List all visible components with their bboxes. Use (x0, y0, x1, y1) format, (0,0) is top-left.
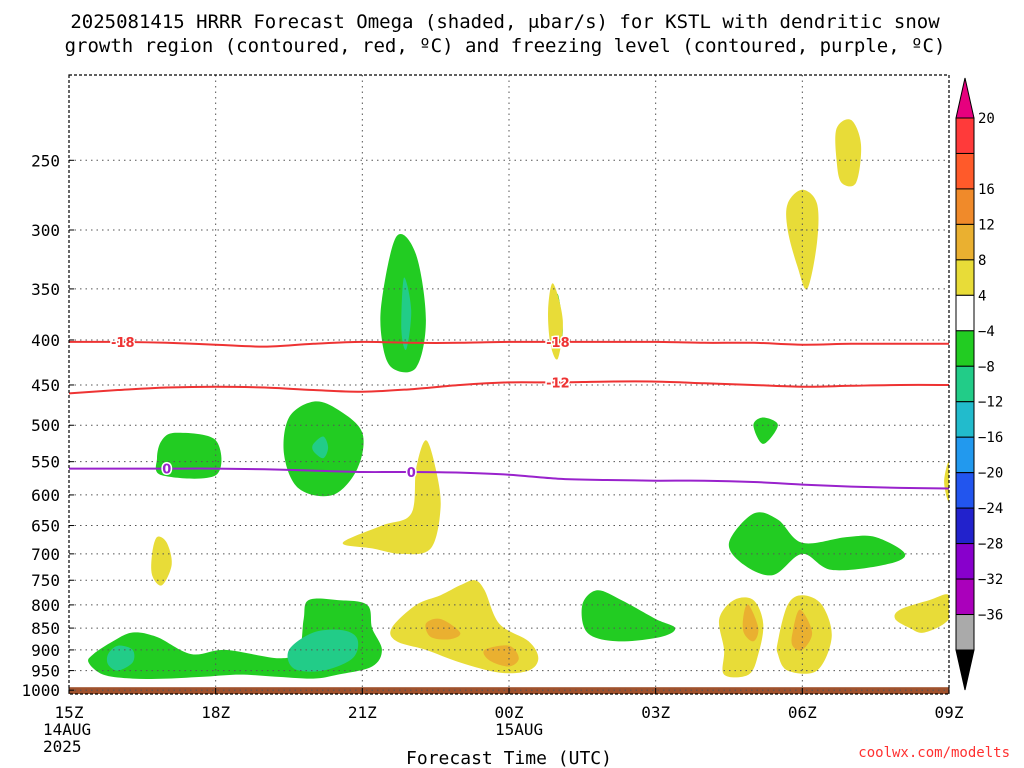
omega-region-10 (753, 417, 778, 444)
colorbar-label-13: −36 (978, 608, 1003, 624)
colorbar-segment-5 (955, 294, 975, 332)
colorbar-label-1: 16 (978, 182, 995, 198)
omega-region-9 (581, 590, 676, 642)
colorbar-label-3: 8 (978, 253, 986, 269)
y-tick-label-800: 800 (31, 596, 60, 615)
x-tick-label-0-0: 15Z (55, 703, 84, 722)
colorbar-label-9: −20 (978, 466, 1003, 482)
colorbar-segment-12 (955, 543, 975, 580)
y-tick-label-700: 700 (31, 545, 60, 564)
colorbar-label-10: −24 (978, 501, 1003, 517)
y-tick-label-1000: 1000 (21, 681, 60, 700)
omega-region-19 (742, 604, 759, 642)
isotherm-label-0-0: -18 (111, 336, 135, 351)
credit-text: coolwx.com/modelts (858, 745, 1010, 761)
colorbar-segment-4 (955, 259, 975, 296)
x-tick-label-12-0: 03Z (641, 703, 670, 722)
omega-region-24 (894, 594, 949, 633)
omega-region-1 (106, 645, 135, 671)
omega-region-11 (728, 512, 906, 576)
colorbar-segment-1 (955, 152, 975, 190)
isotherm-2 (69, 467, 949, 490)
colorbar-segment-0 (955, 117, 975, 154)
title-line-1: 2025081415 HRRR Forecast Omega (shaded, … (70, 11, 940, 33)
y-tick-label-600: 600 (31, 486, 60, 505)
y-tick-label-350: 350 (31, 280, 60, 299)
colorbar-segment-2 (955, 188, 975, 225)
colorbar-segment-3 (955, 223, 975, 261)
y-tick-label-550: 550 (31, 453, 60, 472)
isotherm-label-2-0: 0 (162, 463, 171, 478)
omega-region-23 (835, 119, 862, 187)
y-tick-label-450: 450 (31, 376, 60, 395)
colorbar-segment-10 (955, 472, 975, 509)
plot-frame (68, 74, 950, 695)
x-tick-label-3-0: 18Z (201, 703, 230, 722)
y-tick-label-750: 750 (31, 571, 60, 590)
colorbar-segment-7 (955, 365, 975, 403)
y-tick-label-900: 900 (31, 641, 60, 660)
isotherm-label-1-0: -12 (546, 376, 570, 391)
isotherm-label-0-1: -18 (546, 336, 570, 351)
omega-region-16 (483, 645, 519, 667)
x-tick-label-15-0: 06Z (788, 703, 817, 722)
isotherm-1 (69, 380, 949, 395)
colorbar-label-8: −16 (978, 430, 1003, 446)
x-tick-label-0-2: 2025 (43, 737, 82, 756)
isotherm-contours: -18 -18 -12 0 0 (69, 334, 949, 490)
colorbar-label-0: 20 (978, 111, 995, 127)
colorbar-segment-6 (955, 330, 975, 367)
x-axis-label: Forecast Time (UTC) (406, 748, 612, 768)
colorbar: 20 16 12 8 4 −4 −8 −12 −16 −20 −24 −28 −32 −36 (955, 77, 1003, 691)
title-line-2: growth region (contoured, red, ºC) and f… (65, 35, 946, 57)
colorbar-segment-9 (955, 436, 975, 474)
isotherm-label-2-1: 0 (407, 466, 416, 481)
x-tick-label-6-0: 21Z (348, 703, 377, 722)
colorbar-label-6: −8 (978, 359, 995, 375)
colorbar-label-2: 12 (978, 217, 995, 233)
x-tick-label-9-0: 00Z (495, 703, 524, 722)
omega-region-7 (401, 277, 412, 351)
omega-region-2 (287, 629, 359, 672)
colorbar-segment-11 (955, 507, 975, 545)
y-axis-ticks: 250 300 350 400 450 500 550 600 650 700 750 800 850 9… (21, 151, 74, 700)
colorbar-label-12: −32 (978, 572, 1003, 588)
colorbar-label-7: −12 (978, 395, 1003, 411)
colorbar-label-4: 4 (978, 288, 986, 304)
y-tick-label-400: 400 (31, 331, 60, 350)
omega-region-5 (312, 436, 329, 459)
omega-region-22 (786, 189, 819, 290)
colorbar-segment-13 (955, 578, 975, 616)
omega-region-15 (425, 618, 461, 640)
colorbar-segment-8 (955, 401, 975, 438)
y-tick-label-950: 950 (31, 662, 60, 681)
colorbar-top-arrow (955, 77, 975, 119)
x-tick-label-18-0: 09Z (935, 703, 964, 722)
omega-region-13 (151, 536, 172, 586)
y-tick-label-650: 650 (31, 517, 60, 536)
y-tick-label-850: 850 (31, 619, 60, 638)
x-tick-label-0-1: 14AUG (43, 720, 91, 739)
omega-shaded-regions (88, 119, 949, 679)
y-tick-label-250: 250 (31, 151, 60, 170)
omega-region-25 (944, 461, 949, 502)
y-tick-label-300: 300 (31, 221, 60, 240)
colorbar-segment-14 (955, 614, 975, 651)
omega-region-17 (548, 283, 563, 360)
colorbar-label-11: −28 (978, 537, 1003, 553)
grid-lines (69, 75, 949, 694)
omega-region-21 (791, 609, 813, 651)
y-tick-label-500: 500 (31, 416, 60, 435)
omega-region-3 (155, 432, 222, 479)
x-tick-label-9-1: 15AUG (495, 720, 543, 739)
isotherm-0 (69, 340, 949, 348)
colorbar-bottom-arrow (955, 649, 975, 691)
colorbar-label-5: −4 (978, 324, 995, 340)
